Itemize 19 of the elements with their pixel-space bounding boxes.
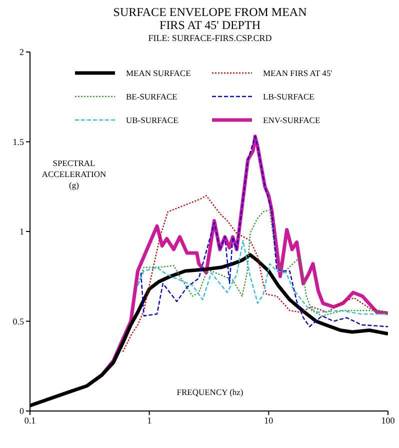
chart-subtitle: FILE: SURFACE-FIRS.CSP.CRD <box>147 32 273 44</box>
legend-label: UB-SURFACE <box>126 115 178 125</box>
x-axis-title: FREQUENCY (hz) <box>176 387 244 397</box>
y-tick-label: 1 <box>20 226 24 237</box>
y-axis-title: SPECTRAL ACCELERATION (g) <box>40 158 108 191</box>
x-tick-label: 0.1 <box>24 415 36 426</box>
legend-label: MEAN SURFACE <box>126 68 191 78</box>
y-tick-label: 1.5 <box>12 136 24 147</box>
y-tick-label: 0.5 <box>12 316 24 326</box>
y-tick-label: 2 <box>20 47 24 58</box>
x-tick-label: 1 <box>147 415 152 426</box>
legend-label: MEAN FIRS AT 45' <box>263 68 333 78</box>
x-tick-label: 10 <box>264 415 274 426</box>
legend-label: BE-SURFACE <box>126 92 178 102</box>
y-tick-label: 0 <box>20 406 24 416</box>
legend-label: ENV-SURFACE <box>263 115 320 125</box>
x-tick-label: 100 <box>381 415 396 426</box>
chart-title: SURFACE ENVELOPE FROM MEAN FIRS AT 45' DEPTH <box>112 5 308 32</box>
legend-label: LB-SURFACE <box>263 92 314 102</box>
